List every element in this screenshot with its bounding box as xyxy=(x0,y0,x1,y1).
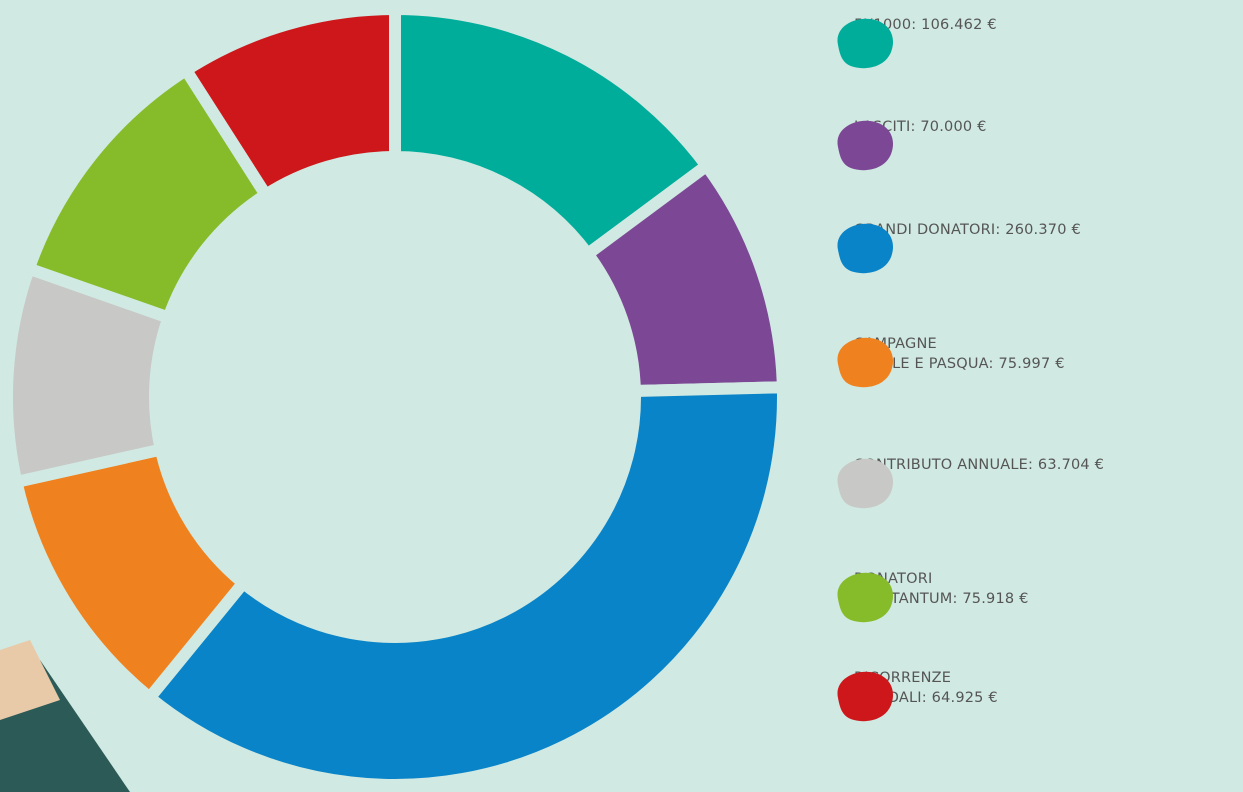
legend-entry: RICORRENZE SOLIDALI: 64.925 € xyxy=(830,668,998,722)
legend-value: 64.925 € xyxy=(931,690,998,706)
chart xyxy=(0,3,789,792)
legend-entry: CONTRIBUTO ANNUALE: 63.704 € xyxy=(830,455,1105,509)
legend-swatch xyxy=(837,223,894,274)
legend-value: 63.704 € xyxy=(1037,457,1105,473)
legend-blob xyxy=(837,572,894,623)
legend-value: 260.370 € xyxy=(1005,222,1081,238)
donut-slice xyxy=(143,381,789,791)
photo-fragment xyxy=(0,640,60,720)
legend-blob xyxy=(837,120,894,171)
legend-entry: DONATORI UNA TANTUM: 75.918 € xyxy=(830,569,1029,623)
legend-entry: GRANDI DONATORI: 260.370 € xyxy=(830,220,1081,274)
legend-blob xyxy=(837,223,894,274)
donut-slice xyxy=(180,3,401,201)
legend-entry: LASCITI: 70.000 € xyxy=(830,117,987,171)
legend-value: 70.000 € xyxy=(920,119,987,135)
legend: 5X1000: 106.462 € LASCITI: 70.000 € GRANDI… xyxy=(830,0,1243,792)
legend-entry: 5X1000: 106.462 € xyxy=(830,15,997,69)
legend-blob xyxy=(837,671,894,722)
legend-value: 75.918 € xyxy=(962,591,1029,607)
legend-value: 75.997 € xyxy=(998,356,1065,372)
legend-blob xyxy=(837,18,894,69)
legend-entry: CAMPAGNE NATALE E PASQUA: 75.997 € xyxy=(830,334,1065,388)
legend-swatch xyxy=(837,458,894,509)
legend-swatch xyxy=(837,337,894,388)
legend-blob xyxy=(837,458,894,509)
legend-swatch xyxy=(837,572,894,623)
legend-swatch xyxy=(837,18,894,69)
legend-value: 106.462 € xyxy=(921,17,997,33)
donut xyxy=(1,3,789,791)
legend-swatch xyxy=(837,671,894,722)
legend-blob xyxy=(837,337,894,388)
donut-slice xyxy=(389,3,713,260)
legend-swatch xyxy=(837,120,894,171)
